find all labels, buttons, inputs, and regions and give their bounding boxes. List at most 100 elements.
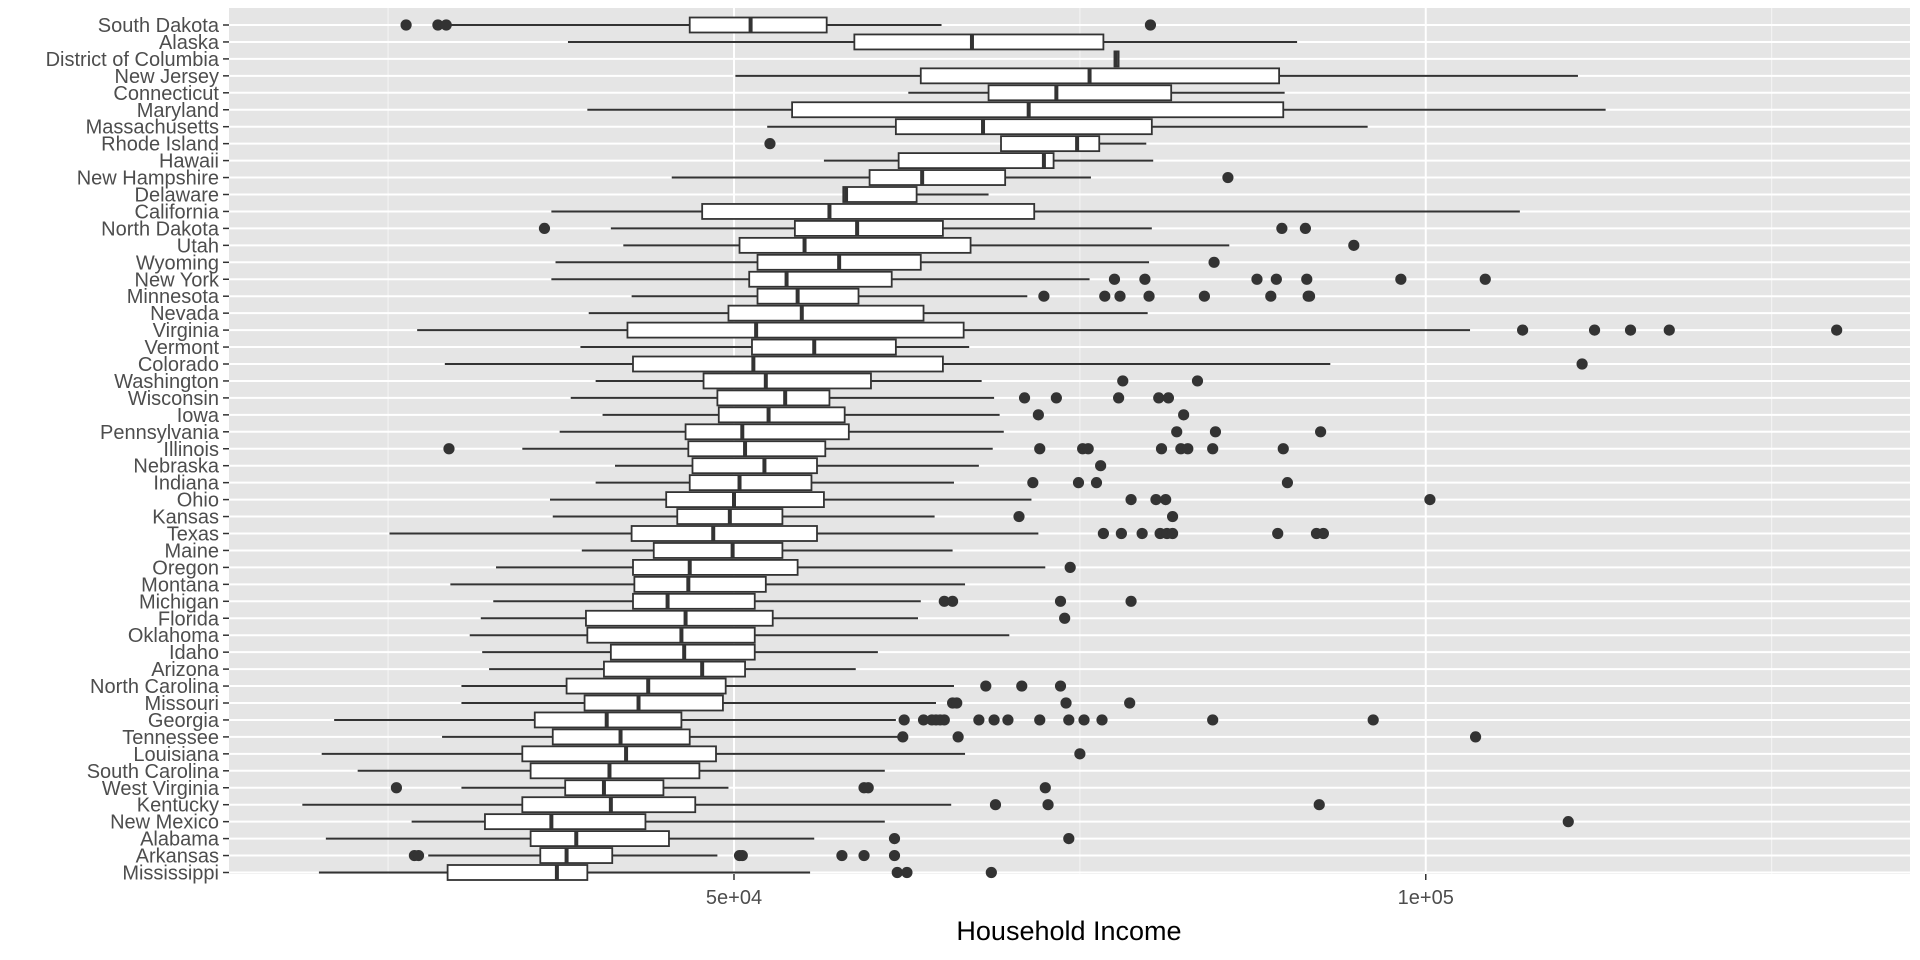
outlier-point bbox=[1178, 409, 1189, 420]
outlier-point bbox=[899, 714, 910, 725]
outlier-point bbox=[901, 867, 912, 878]
outlier-point bbox=[1282, 477, 1293, 488]
outlier-point bbox=[1116, 528, 1127, 539]
outlier-point bbox=[986, 867, 997, 878]
outlier-point bbox=[1060, 697, 1071, 708]
outlier-point bbox=[951, 697, 962, 708]
x-tick-label: 1e+05 bbox=[1398, 887, 1454, 909]
iqr-box bbox=[654, 543, 783, 558]
outlier-point bbox=[1137, 528, 1148, 539]
iqr-box bbox=[634, 577, 765, 592]
outlier-point bbox=[988, 714, 999, 725]
outlier-point bbox=[1095, 460, 1106, 471]
iqr-box bbox=[752, 340, 896, 355]
outlier-point bbox=[1099, 291, 1110, 302]
outlier-point bbox=[863, 782, 874, 793]
outlier-point bbox=[1300, 223, 1311, 234]
outlier-point bbox=[892, 867, 903, 878]
outlier-point bbox=[737, 850, 748, 861]
outlier-point bbox=[980, 680, 991, 691]
iqr-box bbox=[531, 831, 669, 846]
outlier-point bbox=[1042, 799, 1053, 810]
outlier-point bbox=[1167, 528, 1178, 539]
outlier-point bbox=[1055, 680, 1066, 691]
outlier-point bbox=[947, 596, 958, 607]
iqr-box bbox=[795, 221, 943, 236]
outlier-point bbox=[1265, 291, 1276, 302]
y-axis-labels: South DakotaAlaskaDistrict of ColumbiaNe… bbox=[46, 15, 229, 885]
outlier-point bbox=[1271, 274, 1282, 285]
outlier-point bbox=[1301, 274, 1312, 285]
outlier-point bbox=[889, 833, 900, 844]
outlier-point bbox=[1207, 443, 1218, 454]
outlier-point bbox=[1073, 477, 1084, 488]
outlier-point bbox=[1171, 426, 1182, 437]
outlier-point bbox=[1117, 375, 1128, 386]
outlier-point bbox=[1034, 714, 1045, 725]
box-district-of-columbia bbox=[1114, 51, 1118, 66]
iqr-box bbox=[896, 119, 1152, 134]
outlier-point bbox=[441, 19, 452, 30]
outlier-point bbox=[1625, 325, 1636, 336]
outlier-point bbox=[1063, 714, 1074, 725]
x-tick-label: 5e+04 bbox=[706, 887, 762, 909]
iqr-box bbox=[792, 102, 1283, 117]
iqr-box bbox=[448, 865, 588, 880]
outlier-point bbox=[836, 850, 847, 861]
outlier-point bbox=[1055, 596, 1066, 607]
iqr-box bbox=[567, 679, 726, 694]
outlier-point bbox=[1113, 392, 1124, 403]
iqr-box bbox=[690, 18, 827, 33]
outlier-point bbox=[939, 714, 950, 725]
iqr-box bbox=[686, 424, 849, 439]
outlier-point bbox=[1034, 443, 1045, 454]
outlier-point bbox=[1160, 494, 1171, 505]
outlier-point bbox=[1033, 409, 1044, 420]
outlier-point bbox=[1314, 799, 1325, 810]
outlier-point bbox=[391, 782, 402, 793]
outlier-point bbox=[764, 138, 775, 149]
iqr-box bbox=[749, 272, 892, 287]
outlier-point bbox=[1199, 291, 1210, 302]
iqr-box bbox=[485, 814, 645, 829]
outlier-point bbox=[1038, 291, 1049, 302]
outlier-point bbox=[1083, 443, 1094, 454]
iqr-box bbox=[633, 594, 755, 609]
outlier-point bbox=[1424, 494, 1435, 505]
outlier-point bbox=[400, 19, 411, 30]
iqr-box bbox=[587, 628, 754, 643]
iqr-box bbox=[688, 441, 825, 456]
outlier-point bbox=[1589, 325, 1600, 336]
outlier-point bbox=[1027, 477, 1038, 488]
outlier-point bbox=[1074, 748, 1085, 759]
outlier-point bbox=[1517, 325, 1528, 336]
outlier-point bbox=[1019, 392, 1030, 403]
outlier-point bbox=[1013, 511, 1024, 522]
outlier-point bbox=[1278, 443, 1289, 454]
outlier-point bbox=[1065, 562, 1076, 573]
iqr-box bbox=[627, 323, 963, 338]
iqr-box bbox=[604, 662, 745, 677]
outlier-point bbox=[1124, 697, 1135, 708]
outlier-point bbox=[1210, 426, 1221, 437]
iqr-box bbox=[1001, 136, 1099, 151]
iqr-box bbox=[989, 85, 1172, 100]
outlier-point bbox=[1480, 274, 1491, 285]
outlier-point bbox=[1167, 511, 1178, 522]
iqr-box bbox=[692, 458, 817, 473]
iqr-box bbox=[704, 373, 871, 388]
iqr-box bbox=[632, 526, 817, 541]
outlier-point bbox=[1091, 477, 1102, 488]
outlier-point bbox=[1251, 274, 1262, 285]
outlier-point bbox=[1150, 494, 1161, 505]
iqr-box bbox=[758, 289, 859, 304]
outlier-point bbox=[1577, 358, 1588, 369]
outlier-point bbox=[1664, 325, 1675, 336]
outlier-point bbox=[1563, 816, 1574, 827]
outlier-point bbox=[1051, 392, 1062, 403]
outlier-point bbox=[897, 731, 908, 742]
outlier-point bbox=[1143, 291, 1154, 302]
outlier-point bbox=[1395, 274, 1406, 285]
outlier-point bbox=[1831, 325, 1842, 336]
